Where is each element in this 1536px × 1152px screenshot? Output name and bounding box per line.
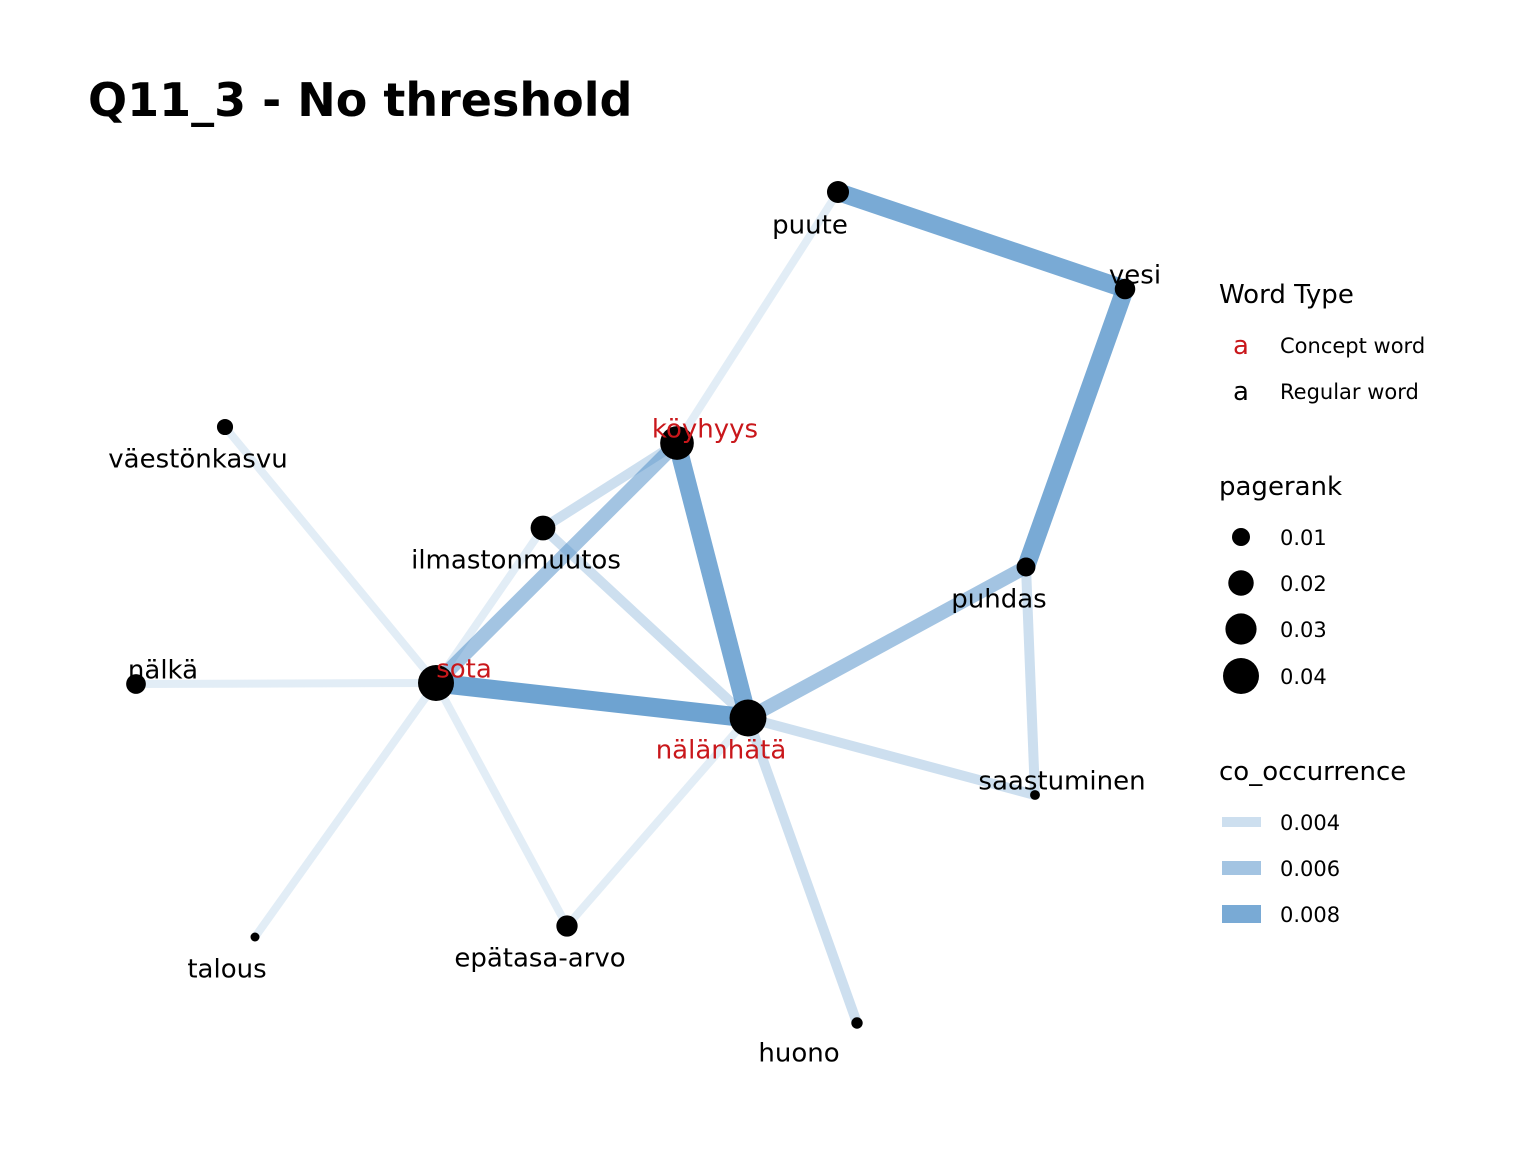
edge-sota-talous: [251, 680, 440, 940]
node-talous: [250, 932, 260, 942]
edge-puhdas-saastuminen: [1021, 566, 1040, 796]
legend-co-occurrence-label-2: 0.006: [1280, 857, 1340, 881]
edge-vesi-puhdas: [1017, 285, 1134, 571]
legend-pagerank-label-3: 0.03: [1280, 618, 1327, 642]
legend-concept-label: Concept word: [1280, 334, 1425, 358]
legend-regular-label: Regular word: [1280, 380, 1419, 404]
legend-co-occurrence-label-1: 0.004: [1280, 811, 1340, 835]
edge-nälänhätä-saastuminen: [746, 713, 1037, 800]
edge-sota-väestönkasvu: [221, 424, 440, 686]
legend-pagerank-key-3: [1225, 613, 1257, 645]
edge-nälänhätä-huono: [743, 716, 862, 1025]
node-label-puute: puute: [772, 211, 848, 241]
node-label-talous: talous: [187, 955, 266, 985]
node-saastuminen: [1030, 790, 1040, 800]
legend-pagerank-title: pagerank: [1219, 472, 1342, 502]
legend-co-occurrence: co_occurrence 0.004 0.006 0.008: [1219, 757, 1406, 927]
node-epätasa-arvo: [556, 915, 578, 937]
legend-pagerank-label-2: 0.02: [1280, 572, 1327, 596]
chart-title: Q11_3 - No threshold: [88, 73, 632, 127]
legend-co-occurrence-label-3: 0.008: [1280, 903, 1340, 927]
edge-puute-vesi: [835, 183, 1128, 298]
node-label-epätasa-arvo: epätasa-arvo: [454, 944, 625, 974]
edge-sota-nälkä: [135, 679, 437, 688]
legend-pagerank-key-1: [1232, 528, 1250, 546]
node-layer: [126, 180, 1136, 1029]
legend-pagerank-key-2: [1228, 570, 1254, 596]
node-sota: [418, 665, 454, 701]
node-label-nälkä: nälkä: [128, 656, 198, 686]
edge-ilmastonmuutos-nälänhätä: [539, 524, 752, 722]
node-ilmastonmuutos: [530, 515, 556, 541]
legend-co-occurrence-title: co_occurrence: [1219, 757, 1406, 787]
edge-puhdas-nälänhätä: [744, 560, 1030, 725]
legend-co-occurrence-key-3: [1222, 905, 1261, 923]
legend-pagerank-keys: [1223, 528, 1259, 694]
edge-layer: [135, 183, 1134, 1025]
node-label-puhdas: puhdas: [951, 585, 1046, 615]
node-köyhyys: [660, 426, 694, 460]
legend-pagerank-label-4: 0.04: [1280, 665, 1327, 689]
legend-co-occurrence-key-1: [1222, 817, 1261, 827]
node-nälkä: [126, 674, 146, 694]
edge-sota-epätasa-arvo: [432, 681, 571, 928]
edge-nälänhätä-epätasa-arvo: [563, 715, 752, 929]
node-huono: [851, 1017, 863, 1029]
legend-pagerank: pagerank 0.01 0.02 0.03 0.04: [1219, 472, 1342, 694]
label-layer: puute vesi köyhyys väestönkasvu ilmastonmuut…: [108, 211, 1161, 1069]
node-vesi: [1114, 278, 1136, 300]
legend-pagerank-key-4: [1223, 658, 1259, 694]
node-label-ilmastonmuutos: ilmastonmuutos: [411, 546, 621, 576]
legend-pagerank-label-1: 0.01: [1280, 526, 1327, 550]
node-puute: [826, 180, 850, 204]
legend-concept-key: a: [1233, 331, 1249, 361]
edge-köyhyys-ilmastonmuutos: [540, 438, 680, 533]
legend-co-occurrence-keys: [1222, 817, 1261, 923]
edge-puute-köyhyys: [673, 189, 842, 446]
legend-word-type-title: Word Type: [1219, 280, 1354, 310]
node-label-köyhyys: köyhyys: [652, 415, 758, 445]
node-label-saastuminen: saastuminen: [978, 767, 1145, 797]
edge-ilmastonmuutos-sota: [432, 525, 547, 686]
node-label-vesi: vesi: [1109, 261, 1161, 291]
legend-word-type: Word Type a Concept word a Regular word: [1219, 280, 1425, 407]
legend: Word Type a Concept word a Regular word …: [1219, 280, 1425, 927]
legend-co-occurrence-key-2: [1222, 861, 1261, 875]
node-label-sota: sota: [436, 655, 492, 685]
node-puhdas: [1016, 557, 1036, 577]
node-label-nälänhätä: nälänhätä: [656, 736, 787, 766]
edge-köyhyys-sota: [431, 438, 682, 688]
node-label-väestönkasvu: väestönkasvu: [108, 445, 287, 475]
edge-sota-nälänhätä: [434, 673, 750, 728]
legend-regular-key: a: [1233, 377, 1249, 407]
node-nälänhätä: [729, 699, 767, 737]
node-label-huono: huono: [758, 1039, 839, 1069]
edge-köyhyys-nälänhätä: [668, 440, 757, 721]
node-väestönkasvu: [216, 418, 234, 436]
